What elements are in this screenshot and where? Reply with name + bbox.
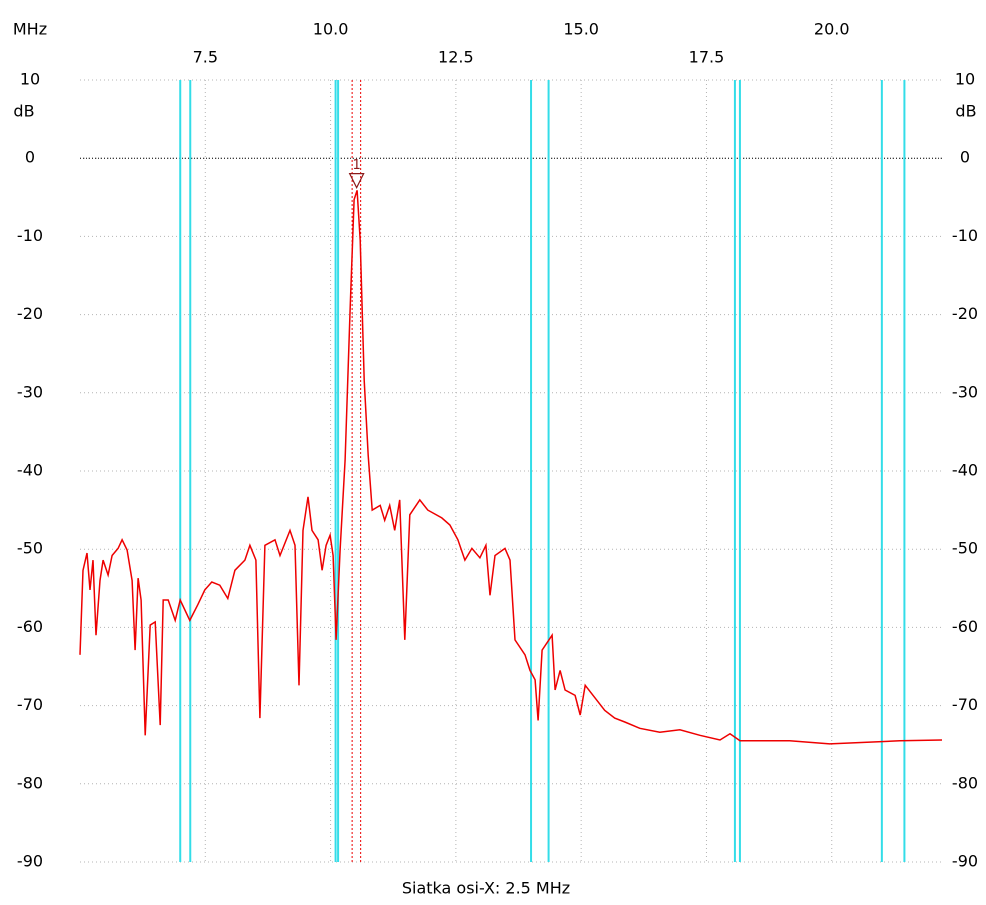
y-tick-label: 0 [25,148,35,167]
y-unit-right: dB [955,102,976,121]
y-tick-label: -40 [17,461,43,480]
y-tick-label: -70 [17,695,43,714]
y-tick-label-right: -40 [952,461,978,480]
y-tick-label-right: 10 [955,70,975,89]
y-tick-label-right: 0 [960,148,970,167]
y-tick-label-right: -70 [952,695,978,714]
spectrum-line [79,190,943,745]
x-tick-label: 12.5 [438,48,474,67]
y-tick-label: -10 [17,226,43,245]
y-tick-label-right: -10 [952,226,978,245]
marker-label: 1 [353,158,361,173]
x-tick-label: 10.0 [313,20,349,39]
y-tick-label: -30 [17,382,43,401]
x-tick-label: 15.0 [563,20,599,39]
y-tick-label-right: -80 [952,773,978,792]
y-unit-left: dB [13,102,34,121]
y-tick-label-right: -50 [952,539,978,558]
x-tick-label: 20.0 [814,20,850,39]
y-tick-label: -20 [17,304,43,323]
footer: Siatka osi-X: 2.5 MHz [402,879,570,898]
y-tick-label: -90 [17,852,43,871]
y-tick-label-right: -20 [952,304,978,323]
marker [348,173,365,190]
x-unit: MHz [13,20,47,39]
y-tick-label: 10 [20,70,40,89]
y-tick-label: -80 [17,773,43,792]
y-tick-label-right: -30 [952,382,978,401]
y-tick-label: -60 [17,617,43,636]
x-tick-label: 17.5 [689,48,725,67]
y-tick-label-right: -90 [952,852,978,871]
y-tick-label: -50 [17,539,43,558]
y-tick-label-right: -60 [952,617,978,636]
x-tick-label: 7.5 [193,48,218,67]
